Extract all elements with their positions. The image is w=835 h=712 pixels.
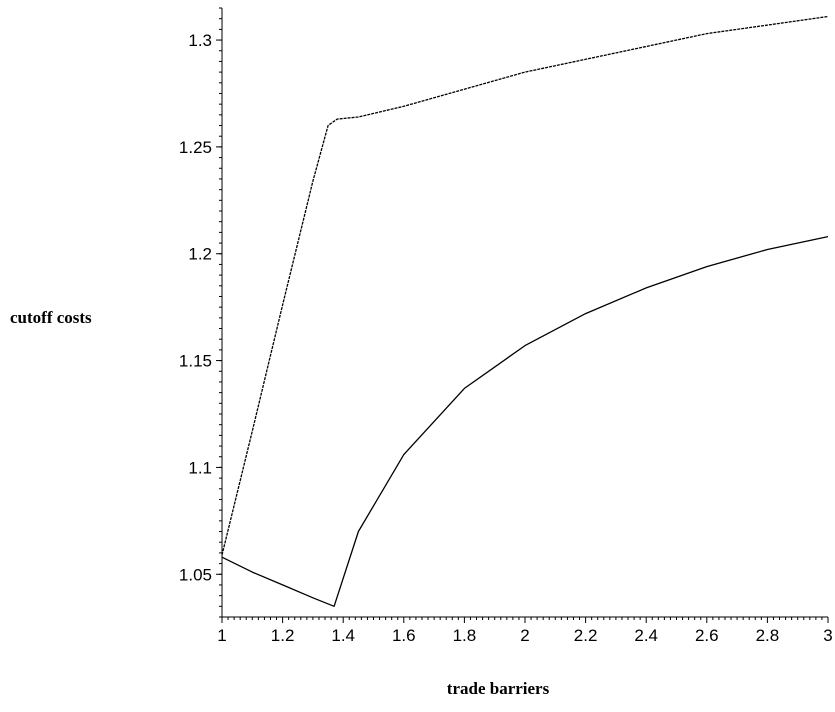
axes — [221, 8, 828, 618]
x-tick-label: 2 — [520, 626, 529, 645]
y-tick-label: 1.2 — [188, 245, 212, 264]
y-axis-label: cutoff costs — [10, 308, 92, 327]
y-ticks: 1.05 1.1 1.15 1.2 1.25 1.3 — [179, 7, 222, 618]
y-tick-label: 1.15 — [179, 352, 212, 371]
x-tick-label: 2.6 — [695, 626, 719, 645]
x-tick-label: 1.4 — [331, 626, 355, 645]
x-tick-label: 1.2 — [271, 626, 295, 645]
x-tick-label: 1 — [217, 626, 226, 645]
series-group — [221, 15, 829, 607]
y-tick-label: 1.1 — [188, 458, 212, 477]
y-tick-label: 1.25 — [179, 138, 212, 157]
x-ticks: 1 1.2 1.4 1.6 1.8 2 2.2 2.4 2.6 2.8 3 — [217, 617, 833, 645]
y-tick-label: 1.3 — [188, 31, 212, 50]
x-tick-label: 3 — [823, 626, 832, 645]
x-tick-label: 2.8 — [756, 626, 780, 645]
x-axis-label: trade barriers — [447, 679, 550, 698]
series-lower-line — [221, 235, 829, 607]
series-upper-line — [221, 15, 829, 556]
x-tick-label: 2.4 — [634, 626, 658, 645]
y-tick-label: 1.05 — [179, 565, 212, 584]
x-tick-label: 1.8 — [453, 626, 477, 645]
x-tick-label: 1.6 — [392, 626, 416, 645]
x-tick-label: 2.2 — [574, 626, 598, 645]
